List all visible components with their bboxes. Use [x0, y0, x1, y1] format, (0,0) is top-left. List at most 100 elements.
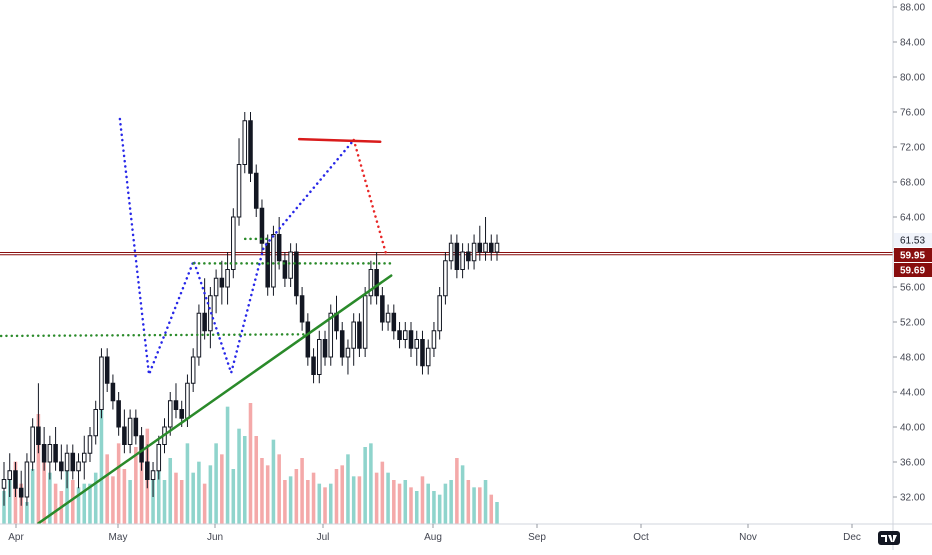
price-badge-label: 59.69	[900, 266, 925, 277]
candle-body	[345, 347, 351, 358]
candle-body	[420, 339, 425, 367]
candle	[36, 383, 41, 454]
candle	[167, 392, 173, 436]
volume-bar	[265, 465, 270, 524]
volume-bar	[472, 487, 476, 524]
volume-bar	[105, 454, 109, 524]
candle-body	[236, 164, 242, 218]
volume-bar	[220, 454, 224, 524]
volume-bar	[392, 480, 396, 524]
trend-line	[297, 137, 382, 144]
candle	[385, 304, 391, 331]
candle-body	[477, 242, 483, 253]
candle-body	[185, 382, 190, 419]
volume-bar	[317, 483, 322, 524]
time-tick-label: Apr	[8, 532, 24, 543]
volume-bar	[237, 428, 241, 524]
volume-bar	[168, 458, 173, 524]
candle	[328, 304, 334, 366]
candle	[150, 462, 156, 497]
price-tick-label: 32.00	[900, 493, 925, 504]
candle	[64, 444, 70, 489]
candle-body	[443, 260, 448, 297]
volume-bar	[65, 469, 69, 524]
candle	[265, 234, 270, 296]
candle-body	[122, 426, 127, 445]
candle-body	[374, 269, 379, 297]
candle-body	[294, 251, 299, 297]
time-tick-label: Aug	[424, 532, 442, 543]
candle-body	[24, 461, 30, 498]
candle	[236, 138, 242, 226]
candle-body	[259, 207, 265, 244]
candle	[374, 252, 379, 305]
volume-bar	[380, 461, 385, 524]
candle-body	[483, 242, 488, 253]
candle	[242, 112, 248, 174]
volume-bar	[99, 392, 104, 524]
candle	[1, 462, 7, 506]
volume-bar	[489, 494, 494, 524]
candle	[414, 330, 420, 366]
volume-bar	[202, 483, 207, 524]
price-tick-label: 68.00	[900, 178, 925, 189]
time-tick-label: Sep	[528, 532, 546, 543]
candle-body	[93, 409, 98, 437]
candle-body	[242, 120, 248, 165]
candle	[213, 269, 219, 314]
candle-body	[156, 444, 162, 472]
price-tick-label: 44.00	[900, 388, 925, 399]
candle	[334, 295, 339, 340]
candle	[339, 322, 345, 366]
volume-bar	[311, 472, 316, 524]
candle	[7, 453, 13, 497]
candle-body	[110, 382, 116, 402]
volume-bar	[185, 443, 190, 524]
candle	[24, 453, 30, 506]
candle-body	[357, 321, 362, 349]
candle	[294, 243, 299, 305]
candle	[190, 348, 196, 392]
candle	[41, 427, 47, 471]
candle	[145, 444, 150, 489]
candle-body	[99, 356, 104, 410]
volume-bar	[42, 450, 46, 524]
candle-body	[41, 444, 47, 463]
candle-body	[133, 417, 139, 437]
volume-bar	[122, 469, 127, 524]
volume-bar	[260, 458, 264, 524]
price-tick-label: 64.00	[900, 213, 925, 224]
candle-body	[1, 479, 7, 489]
volume-bar	[351, 476, 356, 524]
volume-bar	[306, 480, 310, 524]
volume-bar	[116, 443, 121, 524]
candle-body	[248, 120, 253, 174]
volume-bar	[374, 472, 379, 524]
volume-bar	[214, 443, 218, 524]
time-tick-label: Dec	[843, 532, 861, 543]
volume-bar	[426, 483, 430, 524]
candle-body	[13, 470, 18, 489]
candle-body	[173, 400, 179, 410]
candle	[322, 330, 328, 366]
price-badge-bg	[894, 248, 932, 262]
candle	[368, 260, 374, 305]
volume-bar	[111, 476, 115, 524]
volume-bar	[162, 480, 167, 524]
volume-bar	[449, 480, 453, 524]
candle-body	[368, 269, 374, 297]
candle-body	[64, 452, 70, 472]
time-tick-label: Jun	[207, 532, 223, 543]
price-badge: 61.53	[894, 233, 932, 247]
candle-body	[276, 234, 282, 262]
volume-bar	[437, 494, 442, 524]
volume-bar	[191, 472, 195, 524]
candle-body	[167, 400, 173, 428]
candle	[18, 470, 24, 506]
candle	[351, 313, 356, 366]
tradingview-logo[interactable]	[878, 531, 900, 545]
candle-body	[414, 339, 420, 349]
volume-bar	[231, 469, 236, 524]
price-tick-label: 84.00	[900, 38, 925, 49]
candle-body	[288, 251, 293, 279]
